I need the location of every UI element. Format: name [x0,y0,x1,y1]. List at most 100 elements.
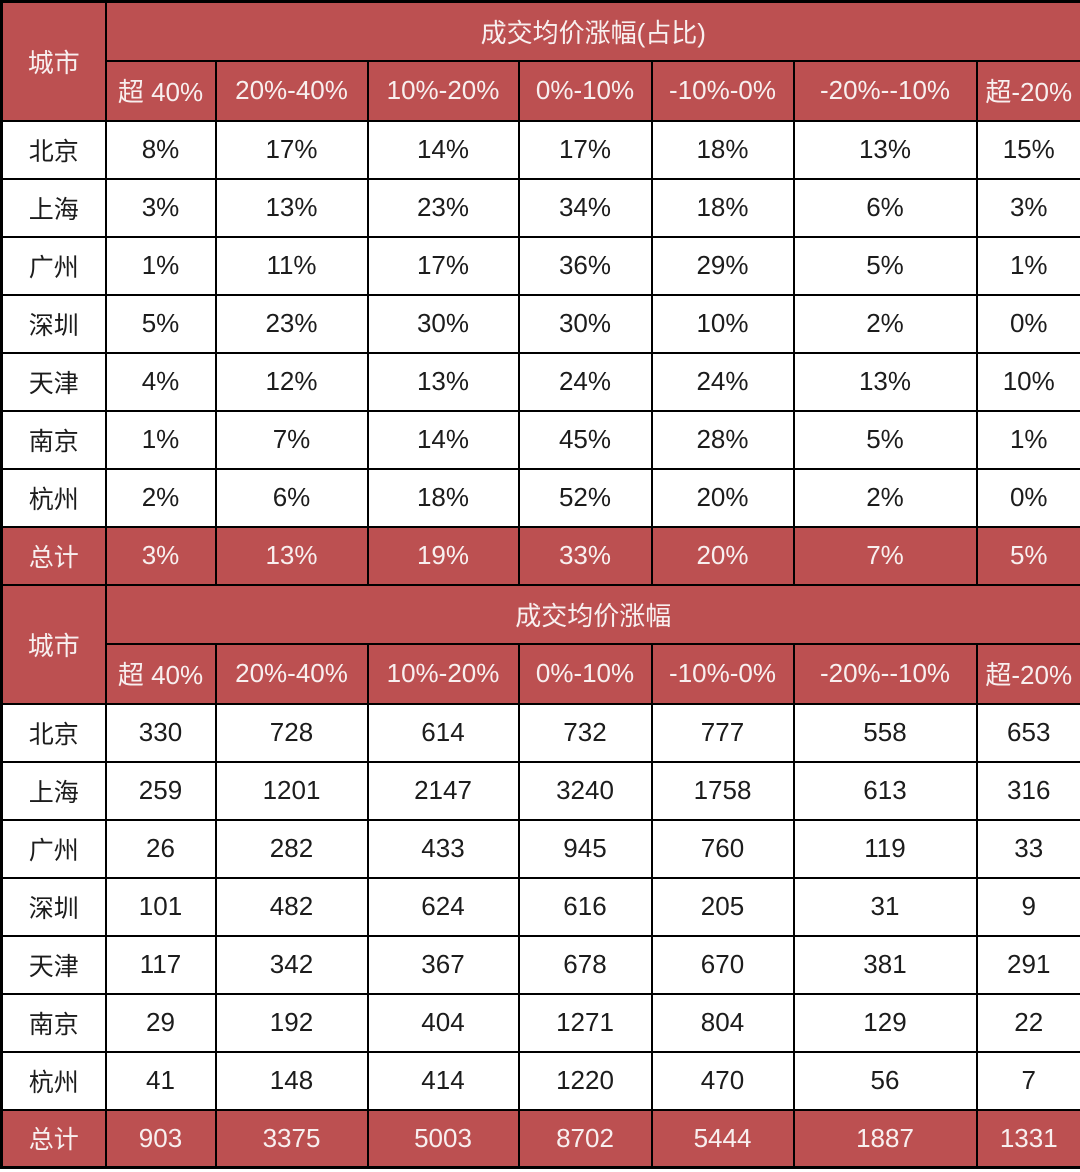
city-cell: 总计 [0,525,107,586]
value-cell: 7 [975,1050,1080,1111]
value-cell: 28% [650,409,795,470]
value-cell: 20% [650,467,795,528]
value-cell: 614 [366,702,520,763]
value-cell: 5% [975,525,1080,586]
value-cell: 653 [975,702,1080,763]
value-cell: 414 [366,1050,520,1111]
value-cell: 7% [214,409,369,470]
value-cell: 728 [214,702,369,763]
city-cell: 上海 [0,177,107,238]
city-cell: 天津 [0,351,107,412]
range-column-header: 超-20% [975,59,1080,122]
value-cell: 2% [792,293,978,354]
city-cell: 杭州 [0,467,107,528]
range-column-header: 0%-10% [517,59,653,122]
value-cell: 18% [650,119,795,180]
value-cell: 8702 [517,1108,653,1169]
total-row: 总计 3% 13% 19% 33% 20% 7% 5% [0,525,1080,586]
value-cell: 5444 [650,1108,795,1169]
value-cell: 470 [650,1050,795,1111]
range-column-header: 超 40% [104,642,217,705]
value-cell: 24% [517,351,653,412]
value-cell: 5% [104,293,217,354]
table-row: 天津 4% 12% 13% 24% 24% 13% 10% [0,351,1080,412]
value-cell: 670 [650,934,795,995]
value-cell: 624 [366,876,520,937]
city-cell: 广州 [0,235,107,296]
value-cell: 10% [975,351,1080,412]
value-cell: 291 [975,934,1080,995]
table-row: 北京 330 728 614 732 777 558 653 [0,702,1080,763]
table-row: 上海 3% 13% 23% 34% 18% 6% 3% [0,177,1080,238]
table-row: 南京 1% 7% 14% 45% 28% 5% 1% [0,409,1080,470]
value-cell: 1331 [975,1108,1080,1169]
value-cell: 2% [104,467,217,528]
value-cell: 205 [650,876,795,937]
value-cell: 3% [104,177,217,238]
value-cell: 3% [104,525,217,586]
value-cell: 33 [975,818,1080,879]
value-cell: 34% [517,177,653,238]
city-cell: 南京 [0,409,107,470]
value-cell: 17% [214,119,369,180]
section-title: 成交均价涨幅(占比) [104,0,1080,62]
value-cell: 19% [366,525,520,586]
table-row: 北京 8% 17% 14% 17% 18% 13% 15% [0,119,1080,180]
table-row: 广州 1% 11% 17% 36% 29% 5% 1% [0,235,1080,296]
value-cell: 41 [104,1050,217,1111]
value-cell: 1271 [517,992,653,1053]
value-cell: 2147 [366,760,520,821]
table-row: 广州 26 282 433 945 760 119 33 [0,818,1080,879]
value-cell: 613 [792,760,978,821]
value-cell: 30% [517,293,653,354]
range-column-header: 20%-40% [214,642,369,705]
value-cell: 30% [366,293,520,354]
value-cell: 101 [104,876,217,937]
value-cell: 10% [650,293,795,354]
value-cell: 777 [650,702,795,763]
value-cell: 18% [650,177,795,238]
value-cell: 9 [975,876,1080,937]
value-cell: 5% [792,409,978,470]
value-cell: 5% [792,235,978,296]
range-column-header: 10%-20% [366,59,520,122]
value-cell: 14% [366,119,520,180]
value-cell: 760 [650,818,795,879]
range-column-header: 0%-10% [517,642,653,705]
value-cell: 29 [104,992,217,1053]
value-cell: 1% [975,409,1080,470]
range-column-header: 20%-40% [214,59,369,122]
range-column-header: 超-20% [975,642,1080,705]
city-cell: 深圳 [0,876,107,937]
table-row: 上海 259 1201 2147 3240 1758 613 316 [0,760,1080,821]
value-cell: 14% [366,409,520,470]
value-cell: 1220 [517,1050,653,1111]
table-row: 杭州 2% 6% 18% 52% 20% 2% 0% [0,467,1080,528]
value-cell: 22 [975,992,1080,1053]
value-cell: 282 [214,818,369,879]
value-cell: 13% [366,351,520,412]
total-row: 总计 903 3375 5003 8702 5444 1887 1331 [0,1108,1080,1169]
value-cell: 381 [792,934,978,995]
value-cell: 13% [214,525,369,586]
value-cell: 15% [975,119,1080,180]
value-cell: 31 [792,876,978,937]
section-title: 成交均价涨幅 [104,583,1080,645]
range-column-header: -10%-0% [650,59,795,122]
city-cell: 总计 [0,1108,107,1169]
value-cell: 13% [792,119,978,180]
city-cell: 上海 [0,760,107,821]
value-cell: 52% [517,467,653,528]
value-cell: 0% [975,467,1080,528]
value-cell: 20% [650,525,795,586]
value-cell: 6% [792,177,978,238]
range-column-header: -20%--10% [792,59,978,122]
value-cell: 29% [650,235,795,296]
value-cell: 903 [104,1108,217,1169]
value-cell: 404 [366,992,520,1053]
range-column-header: 超 40% [104,59,217,122]
value-cell: 0% [975,293,1080,354]
value-cell: 1758 [650,760,795,821]
value-cell: 316 [975,760,1080,821]
value-cell: 12% [214,351,369,412]
